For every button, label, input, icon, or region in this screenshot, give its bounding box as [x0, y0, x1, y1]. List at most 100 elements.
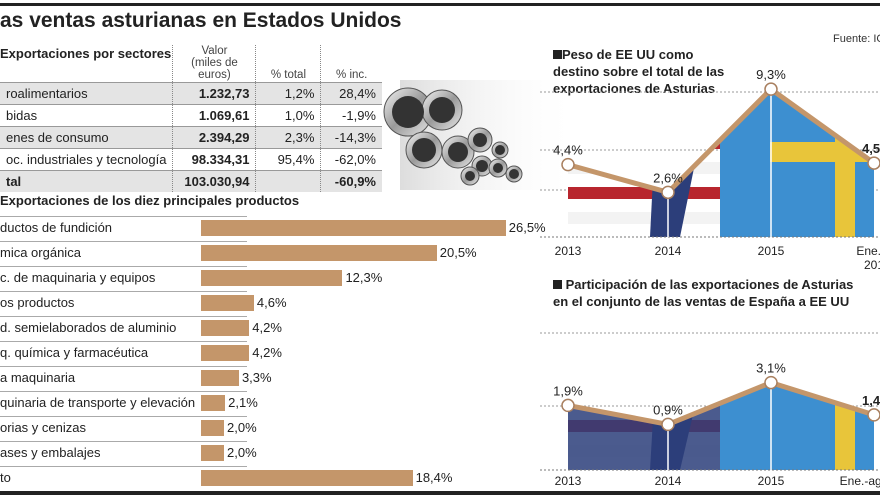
x-tick-label: 2014: [655, 244, 682, 258]
total-pct-inc: -60,9%: [320, 170, 382, 192]
table-row: roalimentarios 1.232,73 1,2% 28,4%: [0, 82, 382, 105]
bar: [201, 470, 413, 486]
data-label: 0,9%: [653, 402, 683, 417]
table-row: enes de consumo 2.394,29 2,3% -14,3%: [0, 126, 382, 149]
bar-value-label: 26,5%: [508, 220, 546, 235]
x-tick-label: 2014: [655, 474, 682, 488]
col-pct-total: % total: [255, 45, 321, 83]
us-flag-stripe: [540, 40, 730, 49]
row-divider: [0, 466, 247, 467]
total-value: 103.030,94: [172, 170, 256, 192]
sector-value: 98.334,31: [172, 148, 256, 171]
sector-pct-total: 1,0%: [255, 104, 321, 127]
x-tick-label: 2013: [555, 244, 582, 258]
bar-category-label: orias y cenizas: [0, 420, 86, 435]
bar: [201, 420, 224, 436]
data-point: [867, 156, 880, 170]
chart1-title-line: Peso de EE UU como: [562, 47, 694, 62]
sector-pct-inc: 28,4%: [320, 82, 382, 105]
series-line: [567, 379, 875, 427]
total-row: tal 103.030,94 -60,9%: [0, 170, 382, 192]
x-tick-label: 2013: [555, 474, 582, 488]
sector-pct-inc: -14,3%: [320, 126, 382, 149]
bar-row: q. química y farmacéutica 4,2%: [0, 341, 440, 366]
bar-value-label: 2,1%: [228, 395, 258, 410]
sector-value: 1.232,73: [172, 82, 256, 105]
bar-row: mica orgánica 20,5%: [0, 241, 477, 266]
bar-value-label: 20,5%: [439, 245, 477, 260]
col-pct-inc: % inc.: [320, 45, 382, 83]
bar-value-label: 4,2%: [252, 345, 282, 360]
bar-category-label: mica orgánica: [0, 245, 81, 260]
row-divider: [0, 266, 247, 267]
spain-share-line-chart: 1,9% 0,9% 3,1% 1,4 2013 2014 2015 Ene.-ago. 20: [540, 300, 880, 488]
col-valor: Valor: [201, 45, 228, 57]
data-point: [764, 375, 778, 390]
bar-category-label: a maquinaria: [0, 370, 76, 385]
us-flag-stripe: [568, 112, 730, 124]
asturias-flag: [720, 382, 874, 470]
bar-value-label: 2,0%: [227, 420, 257, 435]
us-flag-stripe: [568, 89, 730, 99]
us-flag-stripe: [540, 345, 730, 357]
bar-row: c. de maquinaria y equipos 12,3%: [0, 266, 440, 291]
sector-label: bidas: [0, 104, 173, 127]
bar-category-label: os productos: [0, 295, 75, 310]
bar-row: ases y embalajes 2,0%: [0, 441, 440, 466]
bar: [201, 370, 239, 386]
table-row: bidas 1.069,61 1,0% -1,9%: [0, 104, 382, 127]
bar-value-label: 4,6%: [256, 295, 287, 310]
us-flag-stripe: [540, 300, 730, 307]
us-share-line-chart: 4,4% 2,6% 9,3% 4,5 2013 2014 2015 Ene.-a201: [540, 40, 880, 272]
row-divider: [0, 441, 247, 442]
data-point: [561, 157, 575, 172]
us-flag-stripe: [540, 320, 730, 332]
data-label: 1,9%: [553, 383, 583, 398]
square-bullet-icon: [553, 280, 562, 289]
bar-category-label: ductos de fundición: [0, 220, 113, 235]
bar-row: quinaria de transporte y elevación 2,1%: [0, 391, 440, 416]
bar: [201, 445, 224, 461]
bar-row: ductos de fundición 26,5%: [0, 216, 546, 241]
flags-fill: [540, 40, 874, 237]
bar: [201, 295, 254, 311]
bar-category-label: c. de maquinaria y equipos: [0, 270, 156, 285]
products-heading: Exportaciones de los diez principales pr…: [0, 193, 300, 208]
data-point: [764, 82, 778, 96]
sector-label: oc. industriales y tecnología: [0, 148, 173, 171]
sector-value: 1.069,61: [172, 104, 256, 127]
flags-fill: [540, 300, 874, 470]
chart2-title-line: en el conjunto de las ventas de España a…: [553, 294, 850, 309]
page-title: as ventas asturianas en Estados Unidos: [0, 9, 402, 32]
col-valor-unit: (miles de euros): [191, 57, 238, 81]
bar-category-label: quinaria de transporte y elevación: [0, 395, 196, 410]
row-divider: [0, 316, 247, 317]
square-bullet-icon: [553, 50, 562, 59]
bar-row: orias y cenizas 2,0%: [0, 416, 440, 441]
bar-row: d. semielaborados de aluminio 4,2%: [0, 316, 440, 341]
data-point: [661, 417, 675, 432]
table-row: oc. industriales y tecnología 98.334,31 95…: [0, 148, 382, 171]
total-pct-total: [255, 170, 321, 192]
series-line: [567, 85, 876, 196]
data-label: 3,1%: [756, 361, 786, 376]
asturias-cross: [770, 142, 870, 162]
bar-category-label: ases y embalajes: [0, 445, 101, 460]
sector-label: enes de consumo: [0, 126, 173, 149]
top-rule: [0, 3, 880, 6]
bottom-rule: [0, 491, 880, 495]
total-label: tal: [0, 170, 173, 192]
bar-row: to 18,4%: [0, 466, 452, 491]
bar: [201, 245, 437, 261]
asturias-flag: [720, 89, 874, 237]
bar-value-label: 2,0%: [227, 445, 257, 460]
pipes-illustration: [383, 80, 580, 190]
data-point: [867, 408, 880, 422]
x-tick-label: Ene.-ago. 20: [840, 474, 880, 488]
bar: [201, 270, 343, 286]
bar: [201, 345, 250, 361]
data-point: [561, 398, 575, 413]
bar-row: a maquinaria 3,3%: [0, 366, 440, 391]
row-divider: [0, 366, 247, 367]
data-label: 4,5: [862, 141, 880, 156]
